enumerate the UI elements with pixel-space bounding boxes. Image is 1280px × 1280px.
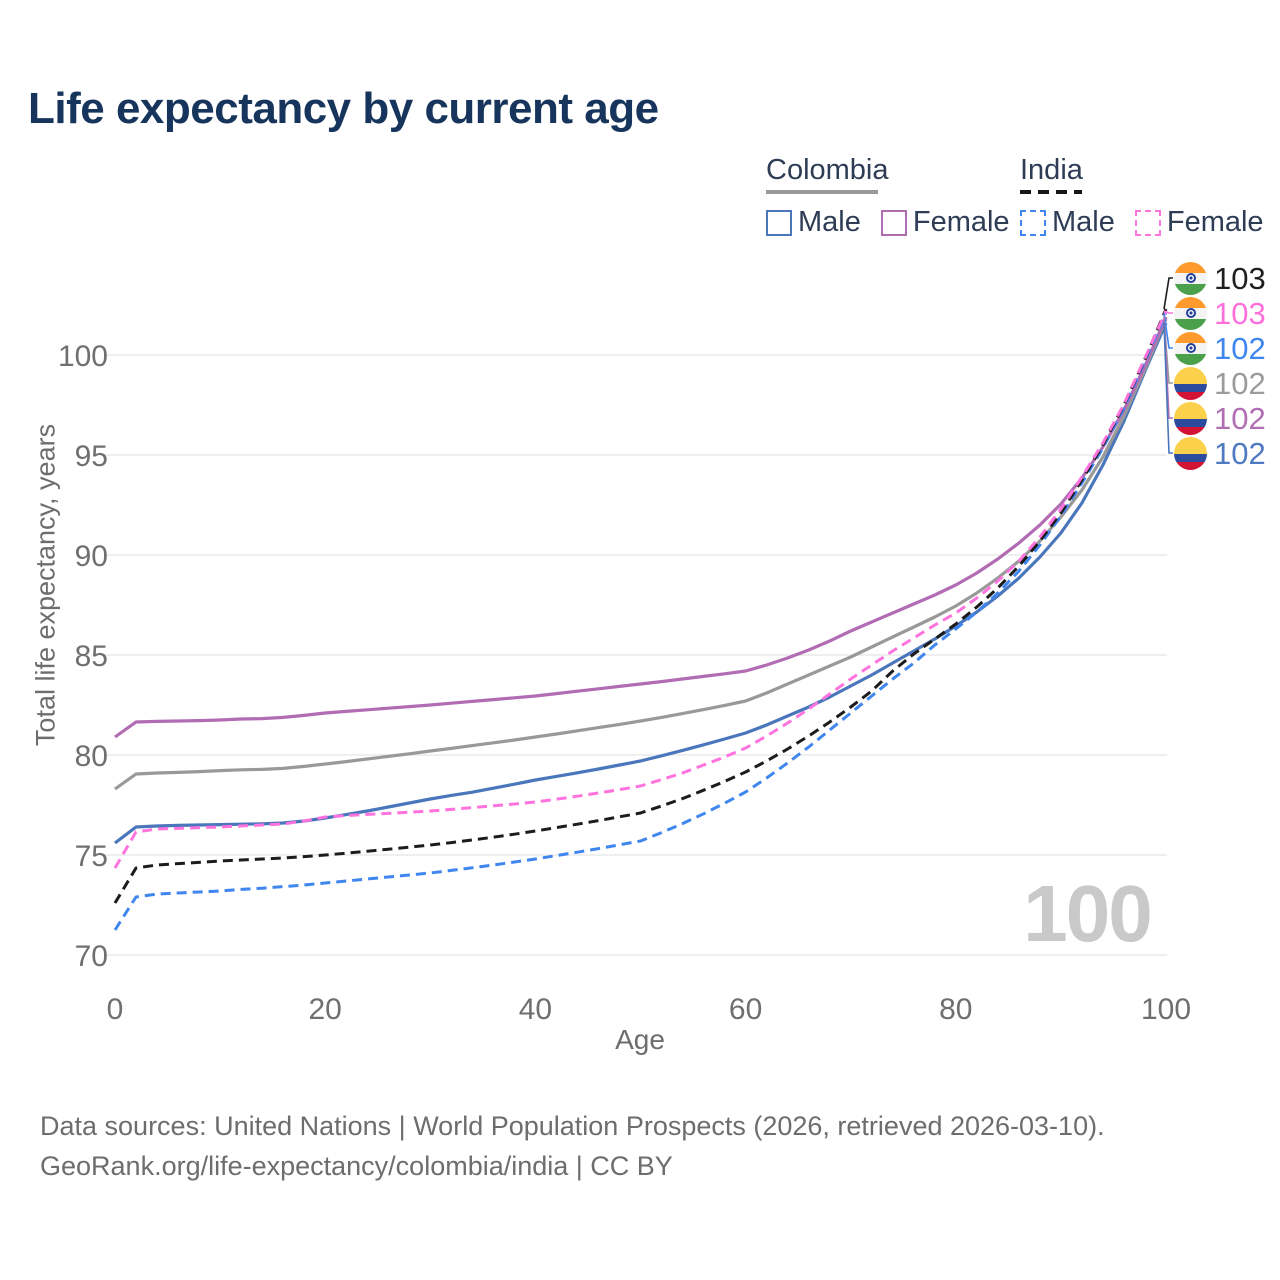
end-label-colombia-male: 102 xyxy=(1174,436,1266,470)
end-label-value: 103 xyxy=(1214,260,1266,296)
series-line-colombia-female[interactable] xyxy=(114,316,1168,739)
x-tick-label: 60 xyxy=(729,993,762,1026)
legend-colombia-female-label: Female xyxy=(912,206,1010,238)
x-axis-title: Age xyxy=(615,1024,665,1055)
series-line-india-total[interactable] xyxy=(113,308,1168,904)
legend-india-male-label: Male xyxy=(1052,206,1115,238)
end-label-value: 102 xyxy=(1214,435,1266,471)
end-label-value: 102 xyxy=(1214,330,1266,366)
y-tick-label: 95 xyxy=(75,440,108,473)
y-tick-label: 90 xyxy=(75,540,108,573)
india-female-swatch-icon xyxy=(1134,209,1161,236)
flag-india-icon xyxy=(1174,296,1207,330)
india-line-style-sample xyxy=(1020,190,1082,194)
y-tick-label: 100 xyxy=(58,340,108,373)
footer-source-link: GeoRank.org/life-expectancy/colombia/ind… xyxy=(40,1151,673,1181)
footer-data-sources: Data sources: United Nations | World Pop… xyxy=(40,1111,1105,1141)
legend-item-colombia-female[interactable]: Female xyxy=(880,206,1010,239)
colombia-line-style-sample xyxy=(766,190,878,194)
colombia-male-swatch-icon xyxy=(766,209,792,236)
end-label-india-male: 102 xyxy=(1174,331,1266,365)
colombia-female-swatch-icon xyxy=(880,209,907,236)
legend-india-female-label: Female xyxy=(1166,206,1264,238)
end-label-value: 102 xyxy=(1214,365,1266,401)
flag-colombia-icon xyxy=(1174,401,1207,435)
page-title: Life expectancy by current age xyxy=(28,84,659,133)
leader-line-colombia-male xyxy=(1163,322,1173,454)
y-tick-label: 85 xyxy=(75,640,108,673)
x-tick-label: 80 xyxy=(939,993,972,1026)
flag-colombia-icon xyxy=(1174,436,1207,470)
end-label-colombia-total: 102 xyxy=(1174,366,1266,400)
legend-group-colombia: Colombia Male Female xyxy=(766,154,1010,239)
y-axis-title: Total life expectancy, years xyxy=(30,423,61,747)
legend-colombia-male-label: Male xyxy=(798,206,861,238)
end-label-value: 103 xyxy=(1214,295,1266,331)
end-label-india-total: 103 xyxy=(1174,261,1266,295)
india-male-swatch-icon xyxy=(1020,209,1046,236)
y-tick-label: 70 xyxy=(75,940,108,973)
end-label-value: 102 xyxy=(1214,400,1266,436)
x-tick-label: 40 xyxy=(519,993,552,1026)
legend-india-header[interactable]: India xyxy=(1020,154,1264,194)
legend-india-label: India xyxy=(1020,154,1083,186)
y-tick-label: 80 xyxy=(75,740,108,773)
watermark-age-indicator: 100 xyxy=(1023,869,1152,958)
leader-line-india-male xyxy=(1163,312,1173,349)
series-line-india-female[interactable] xyxy=(113,310,1168,869)
y-tick-label: 75 xyxy=(75,840,108,873)
leader-line-india-total xyxy=(1163,277,1173,310)
end-label-colombia-female: 102 xyxy=(1174,401,1266,435)
legend-colombia-label: Colombia xyxy=(766,154,889,186)
flag-colombia-icon xyxy=(1174,366,1207,400)
x-tick-label: 20 xyxy=(309,993,342,1026)
legend-group-india: India Male Female xyxy=(1020,154,1264,239)
footer: Data sources: United Nations | World Pop… xyxy=(40,1106,1105,1186)
series-line-colombia-total[interactable] xyxy=(114,318,1168,791)
end-label-india-female: 103 xyxy=(1174,296,1266,330)
series-line-india-male[interactable] xyxy=(113,312,1168,931)
x-tick-label: 0 xyxy=(107,993,124,1026)
x-tick-label: 100 xyxy=(1141,993,1191,1026)
legend-item-india-male[interactable]: Male xyxy=(1020,206,1115,239)
flag-india-icon xyxy=(1174,261,1207,295)
leader-line-india-female xyxy=(1163,310,1173,314)
legend-item-india-female[interactable]: Female xyxy=(1134,206,1264,239)
legend-item-colombia-male[interactable]: Male xyxy=(766,206,861,239)
flag-india-icon xyxy=(1174,331,1207,365)
legend-colombia-header[interactable]: Colombia xyxy=(766,154,1010,194)
